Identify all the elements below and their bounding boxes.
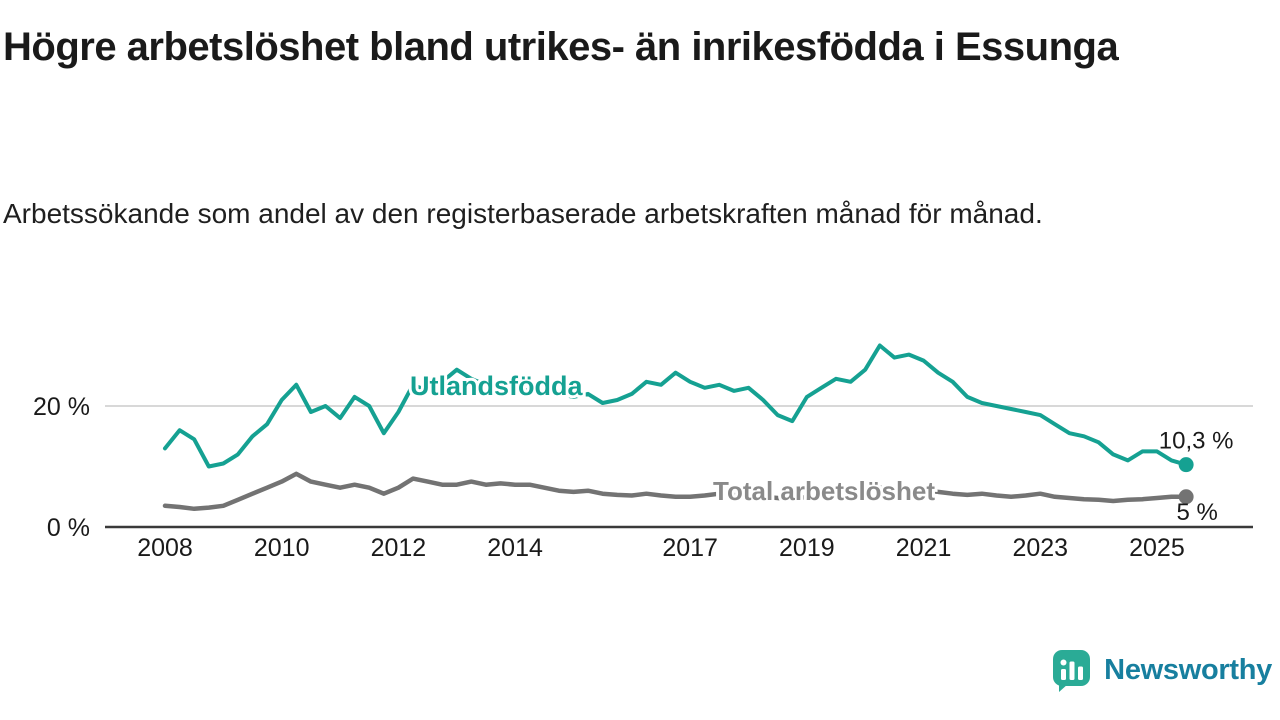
chart-subtitle: Arbetssökande som andel av den registerb… xyxy=(3,198,1043,229)
x-tick-label: 2017 xyxy=(662,534,718,562)
end-value-label-1: 10,3 % xyxy=(1159,428,1234,455)
series-line-2 xyxy=(162,471,1189,512)
x-tick-label: 2010 xyxy=(254,534,310,562)
x-tick-label: 2012 xyxy=(371,534,427,562)
newsworthy-logo-icon xyxy=(1053,650,1091,692)
series-label-2: Total arbetslöshet xyxy=(713,476,935,506)
newsworthy-wordmark: Newsworthy xyxy=(1104,653,1272,686)
series-end-dot-1 xyxy=(1178,457,1194,473)
newsworthy-branding: Newsworthy xyxy=(1050,648,1272,692)
x-tick-label: 2025 xyxy=(1129,534,1185,562)
unemployment-line-chart: 0 % 20 % 2008 2010 2012 2014 2017 2019 2021 2023 2… xyxy=(33,343,1253,562)
y-tick-label: 0 % xyxy=(47,514,90,542)
x-tick-label: 2014 xyxy=(487,534,543,562)
x-tick-label: 2021 xyxy=(896,534,952,562)
series-end-dot-2 xyxy=(1178,489,1194,505)
x-tick-label: 2008 xyxy=(137,534,193,562)
x-tick-label: 2023 xyxy=(1012,534,1068,562)
y-tick-label: 20 % xyxy=(33,393,90,421)
end-value-label-2: 5 % xyxy=(1176,499,1217,526)
x-tick-label: 2019 xyxy=(779,534,835,562)
chart-title: Högre arbetslöshet bland utrikes- än inr… xyxy=(3,25,1119,69)
series-label-1: Utlandsfödda xyxy=(410,371,583,401)
series-line-1 xyxy=(163,343,1189,469)
